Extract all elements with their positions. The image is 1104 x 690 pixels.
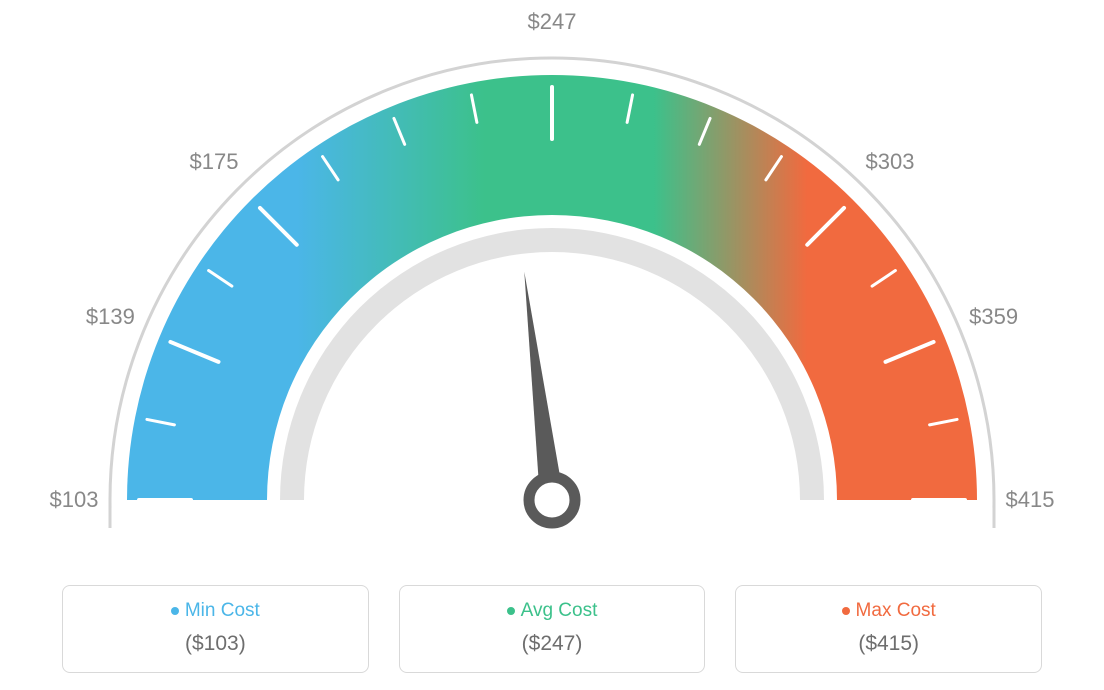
legend-card: Min Cost ($103)	[62, 585, 369, 673]
chart-container: $103 $139 $175 $247 $303 $359 $415 Min Cost ($1…	[0, 0, 1104, 690]
gauge-tick-label: $415	[1006, 487, 1055, 513]
legend-card: Max Cost ($415)	[735, 585, 1042, 673]
gauge: $103 $139 $175 $247 $303 $359 $415	[52, 0, 1052, 560]
legend-title-text: Min Cost	[185, 600, 260, 621]
legend-value: ($415)	[746, 632, 1031, 656]
legend-dot-icon	[171, 607, 179, 615]
gauge-tick-label: $103	[50, 487, 99, 513]
legend-value: ($247)	[410, 632, 695, 656]
gauge-tick-label: $139	[86, 304, 135, 330]
legend-title-text: Max Cost	[856, 600, 936, 621]
gauge-tick-label: $247	[528, 9, 577, 35]
gauge-tick-label: $175	[190, 149, 239, 175]
legend-dot-icon	[507, 607, 515, 615]
legend-title-text: Avg Cost	[521, 600, 598, 621]
gauge-tick-label: $303	[866, 149, 915, 175]
legend-title: Min Cost	[73, 600, 358, 622]
legend-value: ($103)	[73, 632, 358, 656]
legend-dot-icon	[842, 607, 850, 615]
gauge-tick-label: $359	[969, 304, 1018, 330]
legend-row: Min Cost ($103) Avg Cost ($247) Max Cost ($41…	[62, 585, 1042, 673]
legend-card: Avg Cost ($247)	[399, 585, 706, 673]
legend-title: Avg Cost	[410, 600, 695, 622]
gauge-svg	[52, 0, 1052, 560]
legend-title: Max Cost	[746, 600, 1031, 622]
